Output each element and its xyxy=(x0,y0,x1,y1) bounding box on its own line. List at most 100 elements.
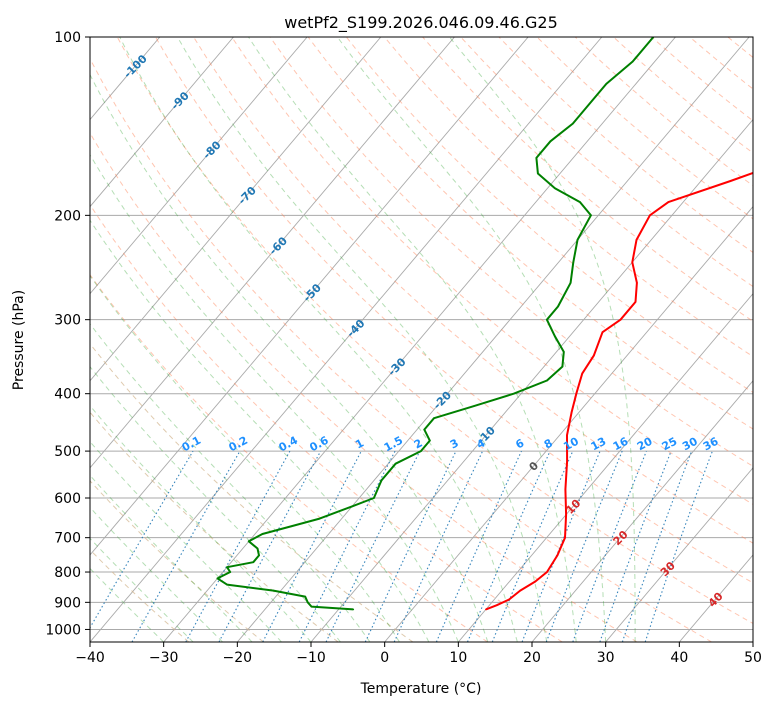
y-tick-label: 700 xyxy=(54,531,81,547)
dewpoint-point xyxy=(433,417,435,420)
temperature-point xyxy=(634,301,637,303)
dry-adiabat xyxy=(90,549,190,642)
isotherm-line xyxy=(90,37,603,642)
dry-adiabat xyxy=(307,37,753,430)
dry-adiabat xyxy=(90,480,264,642)
y-tick-label: 400 xyxy=(54,387,81,403)
dewpoint-point xyxy=(373,497,375,499)
moist-adiabat xyxy=(90,73,489,642)
y-tick-label: 300 xyxy=(54,313,81,329)
dewpoint-profile-line xyxy=(216,37,655,611)
isotherm-line xyxy=(90,37,382,382)
x-tick-label: −40 xyxy=(75,650,105,666)
temperature-point xyxy=(485,608,487,611)
dewpoint-point xyxy=(310,605,313,608)
temperature-point xyxy=(566,434,568,437)
dry-adiabat xyxy=(90,57,712,642)
mixing-ratio-line xyxy=(131,450,241,642)
dewpoint-point xyxy=(258,554,260,557)
x-tick-label: 0 xyxy=(380,650,389,666)
dewpoint-point xyxy=(546,379,548,382)
dewpoint-point xyxy=(423,428,426,431)
y-tick-label: 600 xyxy=(54,491,81,507)
temperature-point xyxy=(575,392,578,395)
mixing-ratio-label: 10 xyxy=(561,435,581,454)
dewpoint-point xyxy=(605,83,608,85)
moist-adiabat xyxy=(90,440,282,642)
temperature-point xyxy=(636,282,638,284)
mixing-ratio-line xyxy=(325,450,421,642)
dry-adiabat xyxy=(269,37,753,467)
isotherm-line xyxy=(236,37,750,642)
x-tick-label: −30 xyxy=(149,650,179,666)
mixing-ratio-label: 20 xyxy=(635,434,655,453)
temperature-point xyxy=(566,460,568,463)
mixing-ratio-label: 16 xyxy=(611,435,631,454)
dewpoint-point xyxy=(631,60,634,63)
temperature-point xyxy=(534,580,537,583)
dewpoint-point xyxy=(572,261,575,264)
x-tick-label: −20 xyxy=(223,650,253,666)
moist-adiabat xyxy=(449,37,636,642)
dry-adiabat xyxy=(384,37,753,358)
isotherm-line xyxy=(90,37,529,556)
mixing-ratio-line xyxy=(545,450,623,642)
isotherm-line xyxy=(605,467,753,642)
mixing-ratio-line xyxy=(491,450,574,642)
mixing-ratio-label: 36 xyxy=(701,435,721,454)
x-tick-label: 50 xyxy=(744,650,762,666)
dewpoint-point xyxy=(572,122,574,125)
dry-adiabat xyxy=(90,203,563,642)
isotherm-line xyxy=(310,118,753,642)
dry-adiabat xyxy=(90,273,488,642)
dewpoint-point xyxy=(248,540,250,543)
mixing-ratio-line xyxy=(185,450,291,642)
temperature-point xyxy=(570,411,573,414)
dry-adiabat xyxy=(116,37,753,625)
dry-adiabats xyxy=(90,37,753,642)
temperature-point xyxy=(546,571,548,573)
y-tick-label: 800 xyxy=(54,565,81,581)
dewpoint-point xyxy=(590,214,592,217)
dewpoint-point xyxy=(579,201,581,203)
temperature-point xyxy=(649,214,651,217)
dry-adiabat xyxy=(90,132,638,642)
dry-adiabat xyxy=(155,37,753,584)
dewpoint-point xyxy=(226,583,228,586)
dewpoint-point xyxy=(554,335,556,338)
dewpoint-point xyxy=(272,589,275,592)
dewpoint-point xyxy=(256,547,259,550)
plot-frame xyxy=(89,36,754,643)
x-tick-label: −10 xyxy=(296,650,326,666)
dewpoint-point xyxy=(472,405,475,408)
temperature-point xyxy=(496,604,498,606)
dewpoint-point xyxy=(261,533,264,535)
dewpoint-point xyxy=(563,351,565,353)
mixing-ratio-line xyxy=(435,450,522,642)
moist-adiabat xyxy=(90,153,459,642)
temperature-point xyxy=(635,239,638,241)
temperature-point xyxy=(667,201,670,203)
temperature-point xyxy=(631,261,634,264)
dewpoint-point xyxy=(380,479,383,482)
mixing-ratio-line xyxy=(218,450,322,642)
moist-adiabat xyxy=(336,37,607,642)
temperature-point xyxy=(581,372,583,375)
temperature-point xyxy=(556,554,559,557)
dry-adiabat xyxy=(90,342,414,642)
dewpoint-point xyxy=(226,566,228,568)
temperature-point xyxy=(519,589,521,592)
moist-adiabat xyxy=(90,404,312,642)
dewpoint-point xyxy=(420,450,422,452)
mixing-ratio-label: 30 xyxy=(680,434,700,453)
isotherm-line xyxy=(90,37,308,295)
dry-adiabat xyxy=(460,37,753,288)
moist-adiabat xyxy=(90,274,400,642)
moist-adiabat xyxy=(119,37,518,642)
mixing-ratio-label: 25 xyxy=(660,435,680,454)
mixing-ratio-line xyxy=(298,450,396,642)
dewpoint-point xyxy=(549,140,552,143)
temperature-point xyxy=(601,331,604,334)
